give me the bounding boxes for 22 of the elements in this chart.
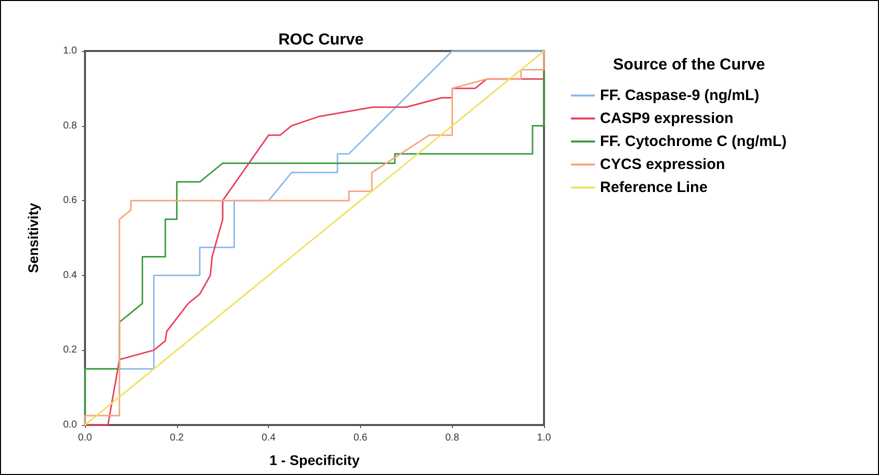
x-tick-label: 0.0 [78, 432, 92, 444]
legend-label: Reference Line [600, 179, 708, 196]
y-tick-label: 0.8 [63, 120, 78, 132]
chart-title: ROC Curve [278, 32, 364, 48]
x-axis-title: 1 - Specificity [269, 452, 360, 468]
x-tick-label: 0.2 [170, 432, 184, 444]
y-tick-label: 0.2 [63, 344, 78, 356]
legend-label: FF. Cytochrome C (ng/mL) [600, 133, 787, 150]
line-series [84, 50, 545, 426]
y-axis-title: Sensitivity [25, 202, 41, 274]
y-tick-label: 1.0 [63, 46, 78, 56]
x-tick-label: 1.0 [537, 432, 552, 444]
legend-label: CYCS expression [600, 156, 726, 173]
legend-label: FF. Caspase-9 (ng/mL) [600, 87, 760, 104]
x-tick-label: 0.4 [262, 432, 276, 444]
legend-title: Source of the Curve [613, 56, 766, 74]
x-tick-label: 0.8 [445, 432, 460, 444]
x-tick-label: 0.6 [353, 432, 368, 444]
y-tick-label: 0.6 [63, 195, 78, 206]
y-tick-label: 0.0 [63, 420, 78, 430]
y-tick-label: 0.4 [63, 270, 78, 281]
legend-label: CASP9 expression [600, 110, 734, 127]
